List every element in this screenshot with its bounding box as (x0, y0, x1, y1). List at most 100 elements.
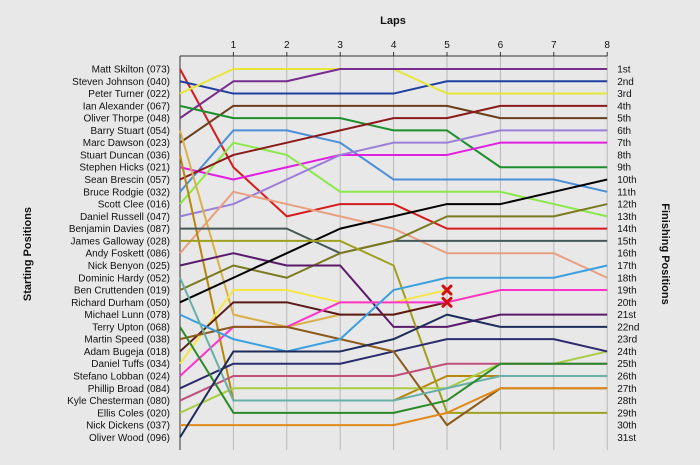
x-tick-label: 1 (231, 40, 237, 51)
finishing-position-label: 30th (617, 421, 636, 432)
series-line (179, 313, 608, 438)
series-line (180, 387, 608, 427)
starting-driver-label: Daniel Russell (047) (80, 212, 170, 223)
series-line (179, 264, 608, 353)
x-tick-label: 7 (551, 40, 557, 51)
x-axis-ticks: 1 2 3 4 5 6 7 8 (180, 40, 610, 57)
series-line (179, 104, 608, 144)
finishing-position-label: 31st (617, 433, 636, 444)
series-line (179, 141, 608, 181)
starting-driver-label: Andy Foskett (086) (86, 249, 170, 260)
finishing-position-label: 26th (617, 372, 636, 383)
starting-driver-label: Ian Alexander (067) (83, 101, 170, 112)
finishing-position-label: 6th (617, 126, 631, 137)
finishing-position-label: 13th (617, 212, 636, 223)
starting-driver-label: Richard Durham (050) (71, 298, 170, 309)
finishing-position-label: 11th (617, 187, 636, 198)
finishing-position-label: 22nd (617, 322, 639, 333)
starting-driver-label: Peter Turner (022) (88, 89, 170, 100)
finishing-position-label: 12th (617, 200, 636, 211)
x-tick-label: 8 (604, 40, 610, 51)
x-tick-label: 2 (284, 40, 290, 51)
starting-driver-label: Benjamin Davies (087) (69, 224, 170, 235)
finishing-position-label: 21st (617, 310, 636, 321)
finishing-position-label: 2nd (617, 77, 634, 88)
retired-marker (441, 296, 453, 308)
starting-driver-label: Phillip Broad (084) (88, 384, 170, 395)
starting-driver-label: Dominic Hardy (052) (78, 273, 170, 284)
series-line (179, 277, 608, 402)
finishing-position-label: 10th (617, 175, 636, 186)
starting-driver-label: Stephen Hicks (021) (79, 163, 170, 174)
x-tick-label: 6 (498, 40, 504, 51)
finishing-position-label: 23rd (617, 335, 637, 346)
finishing-position-label: 25th (617, 359, 636, 370)
finishing-position-label: 1st (617, 65, 631, 76)
finishing-position-label: 27th (617, 384, 636, 395)
starting-driver-label: Michael Lunn (078) (84, 310, 170, 321)
starting-driver-label: Steven Johnson (040) (72, 77, 170, 88)
retired-markers (441, 284, 453, 308)
starting-driver-label: Terry Upton (068) (92, 322, 170, 333)
starting-driver-label: Oliver Wood (096) (89, 433, 170, 444)
starting-driver-label: Martin Speed (038) (84, 335, 170, 346)
y-axis-title-left: Starting Positions (22, 207, 34, 301)
finishing-position-label: 15th (617, 236, 636, 247)
finishing-position-labels: 1st2nd3rd4th5th6th7th8th9th10th11th12th1… (617, 65, 639, 444)
finishing-position-label: 7th (617, 138, 631, 149)
starting-driver-label: Ben Cruttenden (019) (74, 286, 170, 297)
series-line (179, 104, 608, 181)
y-axis-title-right: Finishing Positions (659, 203, 671, 304)
series-line (179, 301, 448, 353)
finishing-position-label: 24th (617, 347, 636, 358)
finishing-position-label: 19th (617, 286, 636, 297)
x-tick-label: 4 (391, 40, 397, 51)
starting-driver-label: Scott Clee (016) (98, 200, 170, 211)
starting-driver-label: Adam Bugeja (018) (84, 347, 170, 358)
x-tick-label: 3 (337, 40, 343, 51)
series-line (179, 289, 448, 365)
finishing-position-label: 16th (617, 249, 636, 260)
finishing-position-label: 18th (617, 273, 636, 284)
series-line (179, 129, 608, 193)
starting-driver-label: James Galloway (028) (71, 236, 170, 247)
finishing-position-label: 29th (617, 408, 636, 419)
series-line (179, 178, 608, 304)
finishing-position-label: 4th (617, 101, 631, 112)
series-line (179, 252, 608, 328)
starting-driver-label: Daniel Tuffs (034) (91, 359, 170, 370)
finishing-position-label: 3rd (617, 89, 631, 100)
retired-marker (441, 284, 453, 296)
starting-driver-label: Barry Stuart (054) (91, 126, 170, 137)
starting-driver-label: Nick Benyon (025) (88, 261, 170, 272)
finishing-position-label: 14th (617, 224, 636, 235)
series-line (179, 80, 608, 95)
starting-position-labels: Matt Skilton (073)Steven Johnson (040)Pe… (67, 65, 170, 444)
finishing-position-label: 28th (617, 396, 636, 407)
x-tick-label: 5 (444, 40, 450, 51)
starting-driver-label: Sean Brescin (057) (84, 175, 170, 186)
starting-driver-label: Stuart Duncan (036) (80, 150, 170, 161)
starting-driver-label: Matt Skilton (073) (92, 65, 170, 76)
finishing-position-label: 9th (617, 163, 631, 174)
series-line (180, 239, 608, 414)
starting-driver-label: Oliver Thorpe (048) (83, 114, 170, 125)
starting-driver-label: Ellis Coles (020) (97, 408, 170, 419)
finishing-position-label: 8th (617, 150, 631, 161)
series-line (179, 68, 608, 230)
series-line (179, 190, 608, 279)
starting-driver-label: Nick Dickens (037) (86, 421, 170, 432)
finishing-position-label: 5th (617, 114, 631, 125)
finishing-position-label: 20th (617, 298, 636, 309)
starting-driver-label: Marc Dawson (023) (83, 138, 170, 149)
series-lines (179, 68, 608, 438)
finishing-position-label: 17th (617, 261, 636, 272)
series-line (179, 326, 608, 414)
series-line (179, 104, 608, 169)
starting-driver-label: Kyle Chesterman (080) (67, 396, 170, 407)
series-line (179, 68, 608, 119)
series-line (179, 141, 608, 218)
x-axis-title: Laps (380, 15, 406, 27)
starting-driver-label: Bruce Rodgie (032) (83, 187, 170, 198)
